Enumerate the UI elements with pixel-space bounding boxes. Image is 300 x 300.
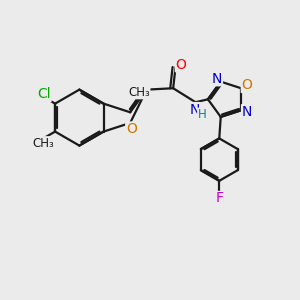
Text: H: H — [198, 108, 206, 121]
Text: N: N — [242, 105, 252, 119]
Text: O: O — [126, 122, 137, 136]
Text: F: F — [215, 191, 223, 206]
Text: CH₃: CH₃ — [33, 137, 54, 150]
Text: O: O — [241, 78, 252, 92]
Text: N: N — [190, 103, 200, 117]
Text: N: N — [212, 72, 222, 86]
Text: CH₃: CH₃ — [128, 86, 150, 99]
Text: Cl: Cl — [38, 88, 51, 101]
Text: O: O — [176, 58, 186, 72]
